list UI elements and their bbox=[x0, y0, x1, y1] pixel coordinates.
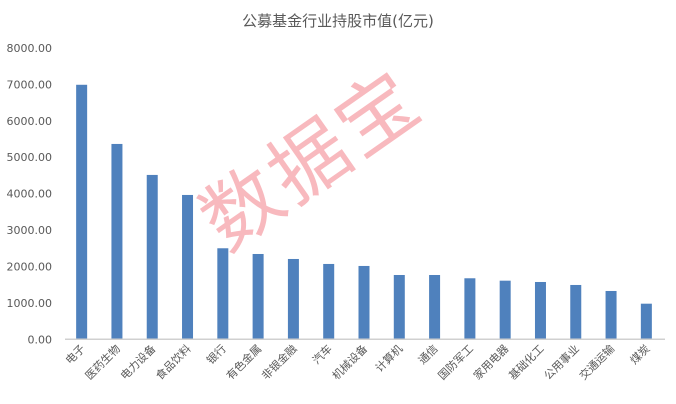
y-tick-label: 2000.00 bbox=[7, 260, 53, 273]
x-tick-label: 煤炭 bbox=[628, 342, 653, 367]
bar bbox=[146, 174, 158, 340]
y-tick-label: 4000.00 bbox=[7, 188, 53, 201]
y-tick-label: 7000.00 bbox=[7, 78, 53, 91]
x-tick-label: 通信 bbox=[416, 342, 441, 367]
bar bbox=[570, 284, 582, 340]
x-tick-label: 非银金融 bbox=[259, 342, 300, 383]
y-tick-label: 1000.00 bbox=[7, 297, 53, 310]
bar bbox=[605, 290, 617, 340]
x-tick-label: 电力设备 bbox=[117, 342, 158, 383]
bar bbox=[464, 278, 476, 340]
x-tick-label: 汽车 bbox=[309, 342, 334, 367]
x-tick-label: 机械设备 bbox=[329, 342, 370, 383]
y-axis: 0.00 1000.00 2000.00 3000.00 4000.00 5000.00 6… bbox=[7, 42, 53, 346]
bar bbox=[429, 274, 441, 340]
x-tick-label: 食品饮料 bbox=[153, 342, 194, 383]
bar bbox=[182, 194, 194, 340]
x-tick-label: 银行 bbox=[203, 342, 228, 367]
x-tick-label: 基础化工 bbox=[506, 342, 547, 383]
x-tick-label: 电子 bbox=[63, 342, 88, 367]
x-tick-label: 公用事业 bbox=[542, 342, 582, 382]
y-tick-label: 8000.00 bbox=[7, 42, 53, 55]
y-tick-label: 0.00 bbox=[28, 333, 53, 346]
bar bbox=[358, 265, 370, 340]
x-tick-label: 有色金属 bbox=[223, 342, 264, 383]
bar bbox=[640, 303, 652, 340]
bar bbox=[111, 143, 123, 340]
bar bbox=[217, 248, 229, 340]
y-tick-label: 3000.00 bbox=[7, 224, 53, 237]
bar bbox=[534, 281, 546, 340]
bar bbox=[252, 253, 264, 340]
x-tick-label: 交通运输 bbox=[576, 342, 617, 383]
x-tick-label: 国防军工 bbox=[435, 342, 476, 383]
bars bbox=[76, 84, 652, 340]
x-tick-label: 计算机 bbox=[372, 342, 405, 375]
chart-title: 公募基金行业持股市值(亿元) bbox=[242, 12, 434, 30]
y-tick-label: 6000.00 bbox=[7, 115, 53, 128]
y-tick-label: 5000.00 bbox=[7, 151, 53, 164]
x-tick-label: 医药生物 bbox=[82, 342, 123, 383]
bar bbox=[287, 258, 299, 340]
bar bbox=[499, 280, 511, 340]
bar bbox=[76, 84, 88, 340]
bar bbox=[323, 263, 335, 340]
x-tick-label: 家用电器 bbox=[470, 342, 511, 383]
bar bbox=[393, 274, 405, 340]
